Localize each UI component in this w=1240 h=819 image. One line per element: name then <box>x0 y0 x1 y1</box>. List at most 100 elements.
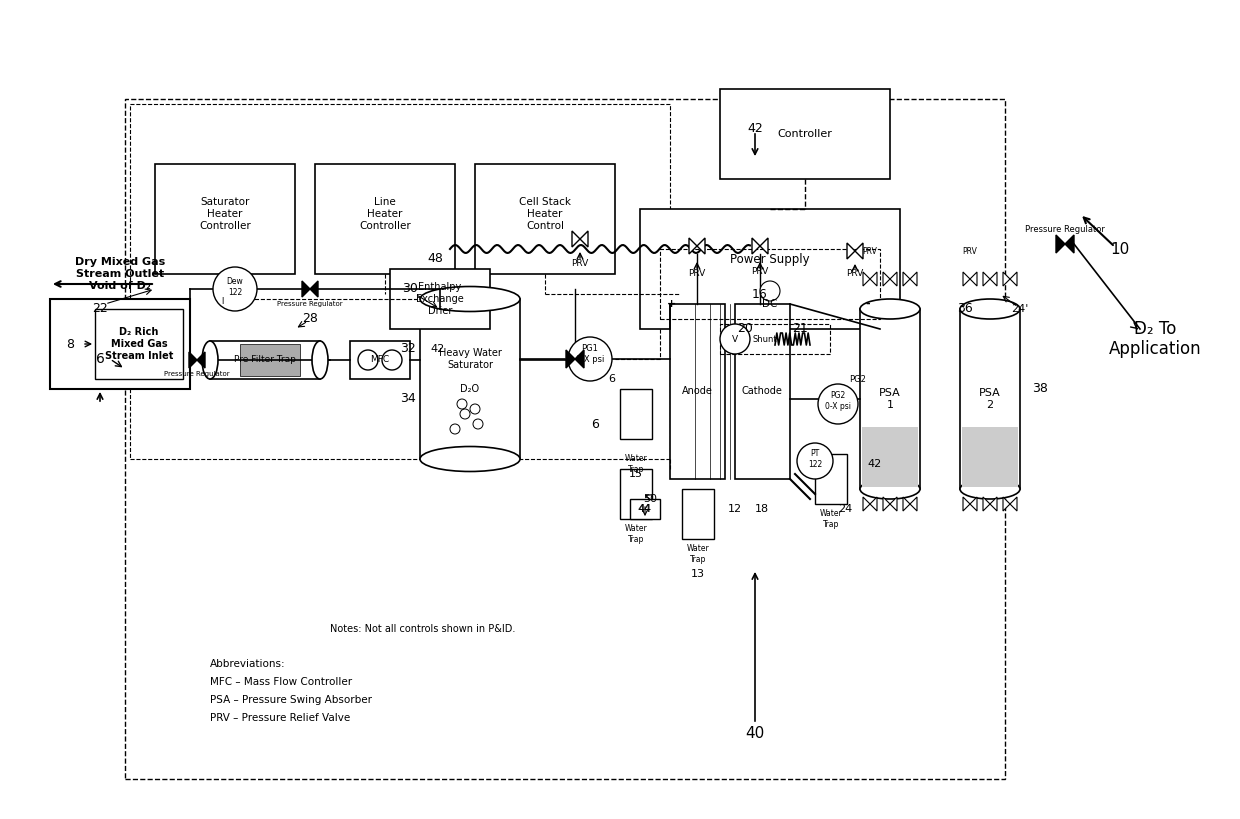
Polygon shape <box>303 281 310 297</box>
Text: 42: 42 <box>748 123 763 135</box>
Text: Water
Trap: Water Trap <box>687 545 709 563</box>
Text: 36: 36 <box>957 302 973 315</box>
Polygon shape <box>903 272 910 286</box>
Text: Anode: Anode <box>682 386 713 396</box>
Text: 42: 42 <box>868 459 882 469</box>
Bar <box>420 299 520 459</box>
Text: D₂O: D₂O <box>460 384 480 394</box>
Ellipse shape <box>312 341 329 379</box>
Text: 16: 16 <box>753 287 768 301</box>
Text: Cathode: Cathode <box>742 386 782 396</box>
Text: 21: 21 <box>792 323 808 336</box>
Polygon shape <box>983 497 990 511</box>
Bar <box>620 469 652 519</box>
Text: V: V <box>732 334 738 343</box>
Text: 38: 38 <box>1032 382 1048 396</box>
Polygon shape <box>870 497 877 511</box>
Circle shape <box>358 350 378 370</box>
Polygon shape <box>580 231 588 247</box>
Ellipse shape <box>960 479 1021 499</box>
Text: 42: 42 <box>430 344 445 354</box>
Text: 44: 44 <box>637 504 652 514</box>
Bar <box>620 389 652 439</box>
Bar <box>391 269 490 329</box>
Text: 10: 10 <box>1110 242 1130 256</box>
Polygon shape <box>188 352 197 368</box>
Text: Water
Trap: Water Trap <box>625 524 647 544</box>
Bar <box>862 427 918 487</box>
Text: Pressure Regulator: Pressure Regulator <box>278 301 342 307</box>
Text: Pre Filter Trap: Pre Filter Trap <box>234 355 296 364</box>
Polygon shape <box>990 497 997 511</box>
Circle shape <box>797 443 833 479</box>
Polygon shape <box>689 238 697 254</box>
Polygon shape <box>760 238 768 254</box>
Ellipse shape <box>202 341 218 379</box>
Text: Power Supply: Power Supply <box>730 252 810 265</box>
Polygon shape <box>970 497 977 511</box>
Text: Cell Stack
Heater
Control: Cell Stack Heater Control <box>520 197 570 231</box>
Polygon shape <box>197 352 205 368</box>
Text: PG1
0-X psi: PG1 0-X psi <box>575 344 604 364</box>
Text: 48: 48 <box>427 252 443 265</box>
Text: 15: 15 <box>629 469 644 479</box>
Bar <box>50 299 190 389</box>
Text: Saturator
Heater
Controller: Saturator Heater Controller <box>200 197 250 231</box>
Polygon shape <box>847 243 856 259</box>
Text: 8: 8 <box>66 337 74 351</box>
Text: PRV: PRV <box>572 260 589 269</box>
Circle shape <box>818 384 858 424</box>
Text: PT
122: PT 122 <box>808 450 822 468</box>
Bar <box>125 99 1004 779</box>
Bar <box>130 104 670 459</box>
Text: Dew
122: Dew 122 <box>227 278 243 296</box>
Polygon shape <box>910 272 918 286</box>
Text: PSA
2: PSA 2 <box>980 388 1001 410</box>
Circle shape <box>213 267 257 311</box>
Circle shape <box>382 350 402 370</box>
Text: MFC – Mass Flow Controller: MFC – Mass Flow Controller <box>210 677 352 687</box>
Bar <box>640 209 900 329</box>
Polygon shape <box>963 272 970 286</box>
Text: PSA
1: PSA 1 <box>879 388 901 410</box>
Text: D₂ Rich
Mixed Gas
Stream Inlet: D₂ Rich Mixed Gas Stream Inlet <box>105 328 174 360</box>
Ellipse shape <box>861 479 920 499</box>
Polygon shape <box>910 497 918 511</box>
Bar <box>315 164 455 274</box>
Bar <box>720 324 830 354</box>
Text: Dry Mixed Gas
Stream Outlet
Void of D₂: Dry Mixed Gas Stream Outlet Void of D₂ <box>74 257 165 291</box>
Polygon shape <box>1011 272 1017 286</box>
Text: PRV – Pressure Relief Valve: PRV – Pressure Relief Valve <box>210 713 350 723</box>
Text: PRV: PRV <box>962 247 977 256</box>
Bar <box>815 454 847 504</box>
Polygon shape <box>572 231 580 247</box>
Text: 22: 22 <box>92 302 108 315</box>
Bar <box>735 304 790 479</box>
Polygon shape <box>883 272 890 286</box>
Polygon shape <box>1011 497 1017 511</box>
Text: PRV: PRV <box>863 247 878 256</box>
Bar <box>630 499 660 519</box>
Text: 32: 32 <box>401 342 415 355</box>
Polygon shape <box>863 497 870 511</box>
Polygon shape <box>856 243 863 259</box>
Polygon shape <box>1003 497 1011 511</box>
Text: Water
Trap: Water Trap <box>625 455 647 473</box>
Bar <box>861 309 920 489</box>
Text: 24: 24 <box>838 504 852 514</box>
Text: Heavy Water
Saturator: Heavy Water Saturator <box>439 348 501 370</box>
Polygon shape <box>903 497 910 511</box>
Bar <box>670 304 725 479</box>
Text: 30: 30 <box>402 283 418 296</box>
Polygon shape <box>990 272 997 286</box>
Polygon shape <box>1003 272 1011 286</box>
Circle shape <box>568 337 613 381</box>
Ellipse shape <box>420 287 520 311</box>
Bar <box>350 341 410 379</box>
Circle shape <box>720 324 750 354</box>
Polygon shape <box>870 272 877 286</box>
Bar <box>210 341 320 379</box>
Polygon shape <box>890 272 897 286</box>
Text: -: - <box>866 299 870 309</box>
Text: DC: DC <box>763 299 777 309</box>
